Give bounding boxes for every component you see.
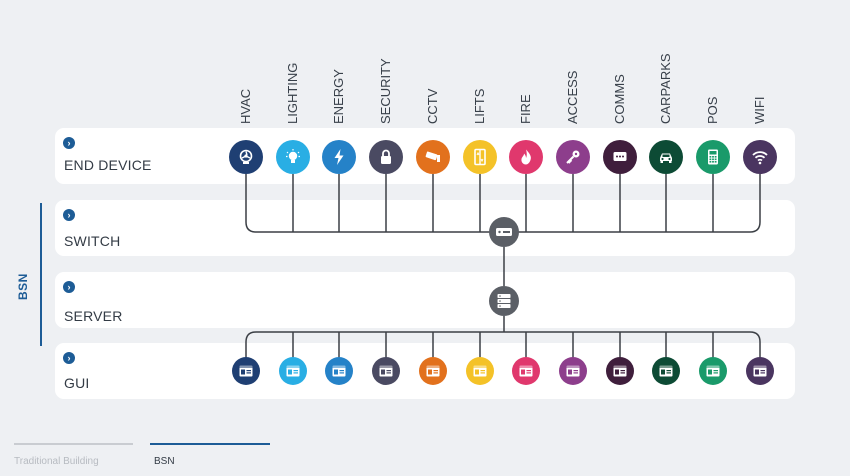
- terminal-icon[interactable]: [696, 140, 730, 174]
- key-icon[interactable]: [556, 140, 590, 174]
- gui-bus-line: [245, 331, 761, 358]
- server-hub-icon[interactable]: [489, 286, 519, 316]
- tab-underline-bsn: [150, 443, 270, 445]
- gui-dashboard-icon-lighting[interactable]: [279, 357, 307, 385]
- tab-bsn[interactable]: BSN: [154, 456, 175, 467]
- row-label-switch: SWITCH: [64, 233, 121, 249]
- tab-traditional-building[interactable]: Traditional Building: [14, 456, 99, 467]
- gui-dashboard-icon-fire[interactable]: [512, 357, 540, 385]
- gui-dashboard-icon-security[interactable]: [372, 357, 400, 385]
- chevron-right-icon[interactable]: ›: [63, 137, 75, 149]
- gui-dashboard-icon-pos[interactable]: [699, 357, 727, 385]
- chevron-right-icon[interactable]: ›: [63, 209, 75, 221]
- bsn-label: BSN: [16, 273, 30, 300]
- row-label-end-device: END DEVICE: [64, 157, 152, 173]
- chat-icon[interactable]: [603, 140, 637, 174]
- chevron-right-icon[interactable]: ›: [63, 281, 75, 293]
- gui-dashboard-icon-wifi[interactable]: [746, 357, 774, 385]
- wifi-icon[interactable]: [743, 140, 777, 174]
- gui-dashboard-icon-cctv[interactable]: [419, 357, 447, 385]
- bolt-icon[interactable]: [322, 140, 356, 174]
- bsn-bracket: [40, 203, 42, 346]
- gui-dashboard-icon-carparks[interactable]: [652, 357, 680, 385]
- gui-dashboard-icon-comms[interactable]: [606, 357, 634, 385]
- tab-underline-traditional: [14, 443, 133, 445]
- gui-dashboard-icon-lifts[interactable]: [466, 357, 494, 385]
- elevator-icon[interactable]: [463, 140, 497, 174]
- row-switch: › SWITCH: [55, 200, 795, 256]
- switch-hub-icon[interactable]: [489, 217, 519, 247]
- camera-icon[interactable]: [416, 140, 450, 174]
- row-label-server: SERVER: [64, 308, 123, 324]
- flame-icon[interactable]: [509, 140, 543, 174]
- gui-dashboard-icon-energy[interactable]: [325, 357, 353, 385]
- row-server: › SERVER: [55, 272, 795, 328]
- row-label-gui: GUI: [64, 375, 90, 391]
- fan-icon[interactable]: [229, 140, 263, 174]
- gui-dashboard-icon-hvac[interactable]: [232, 357, 260, 385]
- lock-icon[interactable]: [369, 140, 403, 174]
- car-icon[interactable]: [649, 140, 683, 174]
- bulb-icon[interactable]: [276, 140, 310, 174]
- gui-dashboard-icon-access[interactable]: [559, 357, 587, 385]
- chevron-right-icon[interactable]: ›: [63, 352, 75, 364]
